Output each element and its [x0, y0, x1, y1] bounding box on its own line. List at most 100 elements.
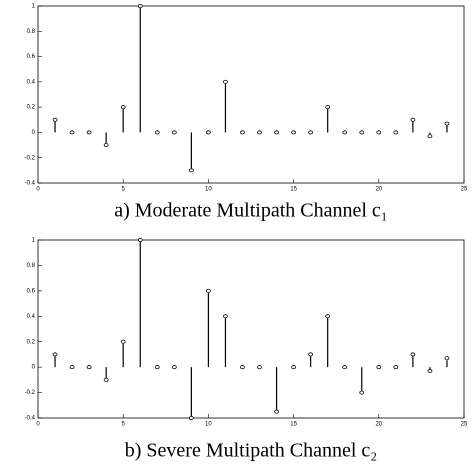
stem: [154, 130, 160, 135]
stem-marker: [308, 352, 314, 357]
stem: [444, 121, 450, 133]
stem: [188, 132, 194, 173]
stem: [223, 79, 228, 133]
x-tick-label: 5: [122, 187, 126, 193]
x-tick-label: 0: [36, 422, 40, 428]
stem-marker: [154, 365, 160, 370]
stem-marker: [240, 130, 245, 135]
stem-marker: [69, 365, 75, 370]
stem: [342, 130, 348, 135]
stem: [342, 365, 348, 370]
stem-marker: [274, 409, 279, 414]
stem-marker: [444, 356, 450, 361]
stem-marker: [223, 79, 228, 84]
stem-marker: [52, 352, 58, 357]
y-tick-label: 0.4: [27, 79, 36, 85]
y-tick-label: 0.6: [27, 288, 36, 294]
stem-marker: [359, 390, 365, 395]
stem-marker: [410, 117, 416, 122]
stem-marker: [188, 168, 194, 173]
stem-marker: [120, 339, 126, 344]
stem: [274, 367, 279, 414]
stem-marker: [205, 130, 211, 135]
stem: [376, 130, 382, 135]
stem: [359, 130, 365, 135]
y-tick-label: 0.2: [27, 339, 36, 345]
stem-marker: [325, 314, 331, 319]
y-tick-label: 0.6: [27, 54, 36, 60]
stem: [52, 117, 58, 133]
stem: [223, 314, 228, 368]
stem-marker: [52, 117, 58, 122]
stem-marker: [393, 365, 399, 370]
stem-marker: [393, 130, 399, 135]
chart-title: a) Moderate Multipath Channel c₁: [114, 200, 388, 222]
stem-marker: [171, 130, 177, 135]
stem-marker: [137, 4, 143, 9]
stem-marker: [205, 288, 211, 293]
stem-marker: [410, 352, 416, 357]
stem: [137, 237, 143, 368]
stem-marker: [376, 130, 382, 135]
stem: [257, 130, 262, 135]
stem: [86, 130, 92, 135]
stem: [205, 130, 211, 135]
y-tick-label: -0.4: [25, 181, 36, 187]
stem-marker: [69, 130, 75, 135]
y-tick-label: 1: [32, 238, 36, 244]
stem: [291, 130, 297, 135]
plot-frame: [37, 5, 465, 184]
stem-marker: [342, 130, 348, 135]
x-tick-label: 5: [122, 422, 126, 428]
stem: [205, 288, 211, 368]
x-tick-label: 0: [36, 187, 40, 193]
stem-marker: [444, 121, 450, 126]
stem: [444, 356, 450, 368]
stem: [393, 365, 399, 370]
stem-marker: [171, 365, 177, 370]
x-tick-label: 10: [205, 422, 212, 428]
x-tick-label: 10: [205, 187, 212, 193]
stem-marker: [86, 130, 92, 135]
stem: [291, 365, 297, 370]
stem: [69, 365, 75, 370]
stem-marker: [103, 377, 109, 382]
stem: [410, 117, 416, 133]
chart-title: b) Severe Multipath Channel c₂: [125, 440, 377, 462]
stem: [154, 365, 160, 370]
y-tick-label: 0: [32, 365, 36, 371]
y-tick-label: 0.8: [27, 263, 36, 269]
stem: [308, 130, 314, 135]
stem-marker: [137, 237, 143, 242]
x-tick-label: 15: [290, 187, 297, 193]
y-tick-label: 1: [32, 4, 36, 10]
stem: [410, 352, 416, 368]
stem-marker: [376, 365, 382, 370]
stem: [240, 365, 245, 370]
y-tick-label: 0.2: [27, 105, 36, 111]
stem-marker: [223, 314, 228, 319]
stem: [427, 132, 433, 139]
stem-marker: [120, 105, 126, 110]
stem-marker: [257, 130, 262, 135]
stem: [120, 105, 126, 133]
stem: [52, 352, 58, 368]
stem-marker: [274, 130, 279, 135]
stem: [137, 4, 143, 133]
y-tick-label: -0.2: [25, 155, 36, 161]
stem: [359, 367, 365, 395]
stem: [325, 105, 331, 133]
stem: [120, 339, 126, 368]
stem: [308, 352, 314, 368]
y-tick-label: -0.4: [25, 416, 36, 422]
stem-marker: [257, 365, 262, 370]
stem-marker: [342, 365, 348, 370]
stem: [274, 130, 279, 135]
stem-marker: [308, 130, 314, 135]
stem: [69, 130, 75, 135]
plot-frame: [37, 239, 465, 419]
stem-marker: [103, 143, 109, 148]
y-tick-label: 0: [32, 130, 36, 136]
x-tick-label: 25: [461, 187, 468, 193]
